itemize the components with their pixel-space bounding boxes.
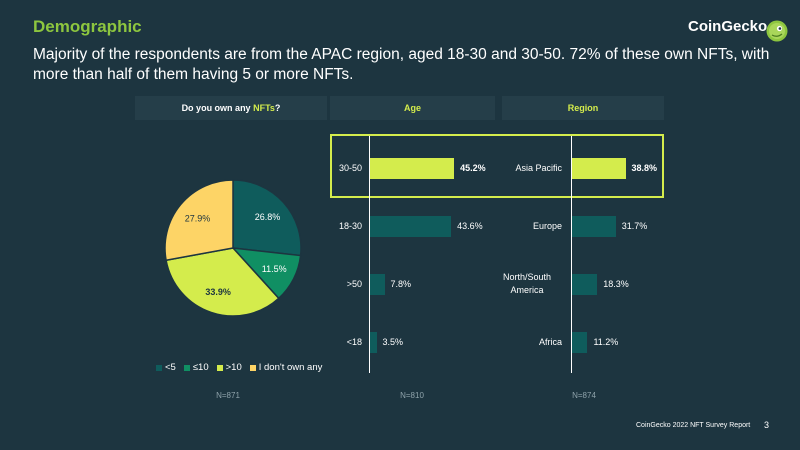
pie-slice-label: 33.9%	[205, 287, 231, 297]
age-sample-size: N=810	[400, 391, 424, 400]
page-number: 3	[764, 420, 770, 430]
legend-swatch	[156, 364, 162, 371]
nft-header-accent: NFTs	[253, 103, 275, 113]
pie-slice	[164, 179, 234, 262]
region-panel-header: Region	[502, 96, 664, 120]
nft-sample-size: N=871	[216, 391, 240, 400]
bar	[572, 332, 588, 353]
category-label: 30-50	[338, 163, 362, 173]
pie-slice	[232, 179, 302, 257]
pie-slice-label: 26.8%	[255, 212, 281, 222]
category-label: North/South America	[502, 272, 552, 295]
bar	[572, 274, 598, 295]
footer-report-name: CoinGecko 2022 NFT Survey Report	[636, 422, 751, 429]
pie-legend: <5 ≤10 >10 I don't own any	[156, 362, 326, 373]
value-label: 31.7%	[621, 221, 648, 231]
bar	[572, 158, 626, 179]
value-label: 7.8%	[390, 279, 412, 289]
legend-swatch	[249, 364, 256, 371]
nft-ownership-pie-chart: 26.8% 11.5% 33.9% 27.9%	[164, 179, 302, 317]
category-label: >50	[346, 279, 362, 289]
pie-slice	[165, 247, 280, 317]
top-category-highlight-box	[330, 134, 664, 198]
pie-slice-label: 27.9%	[185, 213, 211, 223]
category-label: Asia Pacific	[515, 163, 562, 173]
value-label: 3.5%	[382, 337, 404, 347]
legend-label: I don't own any	[258, 362, 323, 373]
value-label: 43.6%	[457, 221, 483, 231]
bar	[370, 274, 385, 295]
brand-name: CoinGecko	[688, 18, 768, 35]
bar	[572, 216, 616, 237]
value-label: 45.2%	[460, 163, 486, 173]
legend-item: ≤10	[183, 362, 209, 373]
legend-label: >10	[225, 362, 242, 373]
legend-item: <5	[156, 362, 176, 373]
category-label: 18-30	[338, 221, 362, 231]
legend-label: ≤10	[192, 362, 209, 373]
category-label: Africa	[538, 337, 562, 347]
bar	[370, 216, 452, 237]
bar	[370, 332, 377, 353]
age-panel-header: Age	[330, 96, 495, 120]
page-title: Demographic	[33, 17, 142, 36]
legend-swatch	[183, 364, 190, 371]
bar	[370, 158, 455, 179]
region-sample-size: N=874	[572, 391, 596, 400]
nft-header-prefix: Do you own any	[181, 103, 254, 113]
legend-item: >10	[216, 362, 242, 373]
legend-swatch	[216, 364, 223, 371]
coingecko-logo-icon	[766, 20, 788, 42]
value-label: 38.8%	[631, 163, 658, 173]
legend-label: <5	[165, 362, 176, 373]
category-label: <18	[346, 337, 362, 347]
nft-panel-header: Do you own any NFTs?	[135, 96, 327, 120]
age-axis-line	[369, 136, 370, 373]
page-subtitle: Majority of the respondents are from the…	[33, 46, 770, 83]
value-label: 18.3%	[603, 279, 629, 289]
nft-header-suffix: ?	[274, 103, 281, 113]
value-label: 11.2%	[593, 337, 619, 347]
pie-slice-label: 11.5%	[262, 264, 287, 274]
region-axis-line	[571, 136, 572, 373]
legend-item: I don't own any	[249, 362, 323, 373]
category-label: Europe	[532, 221, 562, 231]
